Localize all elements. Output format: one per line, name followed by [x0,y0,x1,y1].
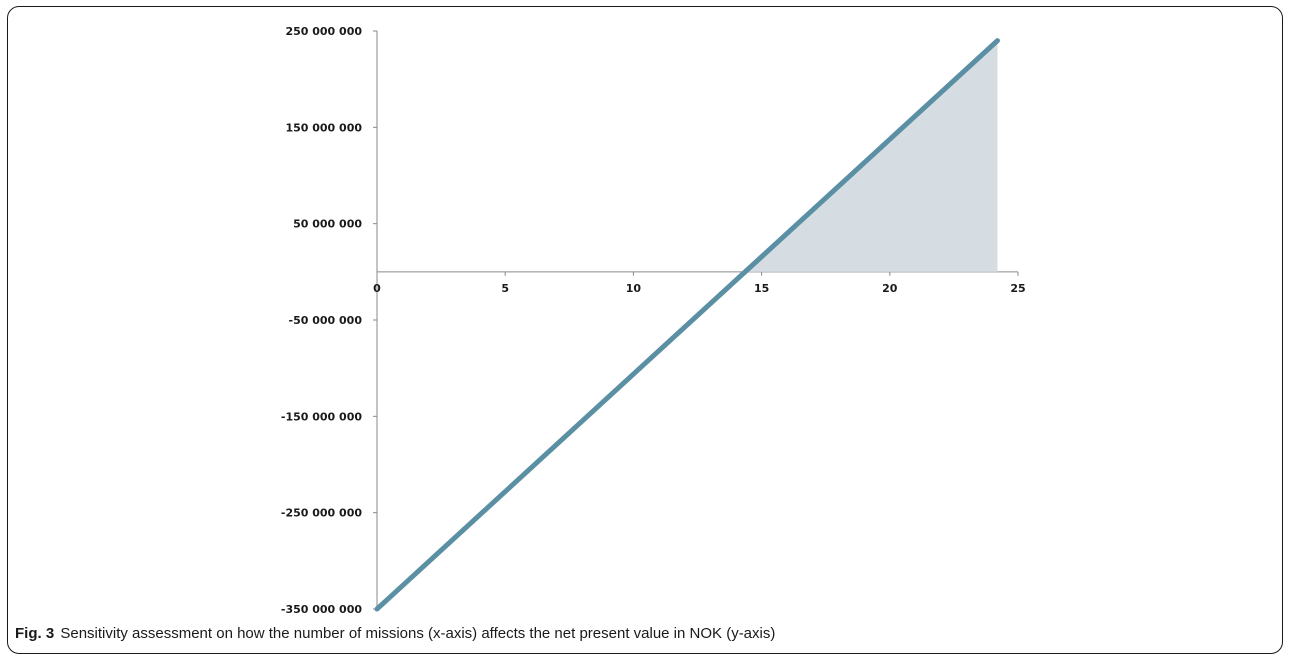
chart-series [374,38,1000,612]
series-line [374,38,1000,612]
y-tick-label: -50 000 000 [289,314,363,327]
y-tick-label: -150 000 000 [281,410,362,423]
x-tick-label: 20 [882,282,898,295]
y-tick-label: 50 000 000 [293,218,362,231]
x-tick-label: 5 [501,282,509,295]
npv-sensitivity-chart: 0 5 10 15 20 25 250 000 000 150 000 000 50 000 … [281,25,1026,616]
y-tick-labels: 250 000 000 150 000 000 50 000 000 -50 000 … [281,25,362,616]
figure-caption: Fig. 3 Sensitivity assessment on how the… [15,625,775,642]
y-tick-label: 250 000 000 [285,25,362,38]
y-tick-label: 150 000 000 [285,121,362,134]
caption-text: Sensitivity assessment on how the number… [60,625,776,642]
x-tick-label: 25 [1010,282,1025,295]
x-tick-label: 15 [754,282,769,295]
x-tick-label: 0 [373,282,381,295]
x-tick-label: 10 [626,282,642,295]
x-tick-labels: 0 5 10 15 20 25 [373,282,1025,295]
y-tick-label: -250 000 000 [281,507,362,520]
figure-frame [7,6,1283,654]
caption-label: Fig. 3 [15,625,55,642]
y-tick-label: -350 000 000 [281,603,362,616]
